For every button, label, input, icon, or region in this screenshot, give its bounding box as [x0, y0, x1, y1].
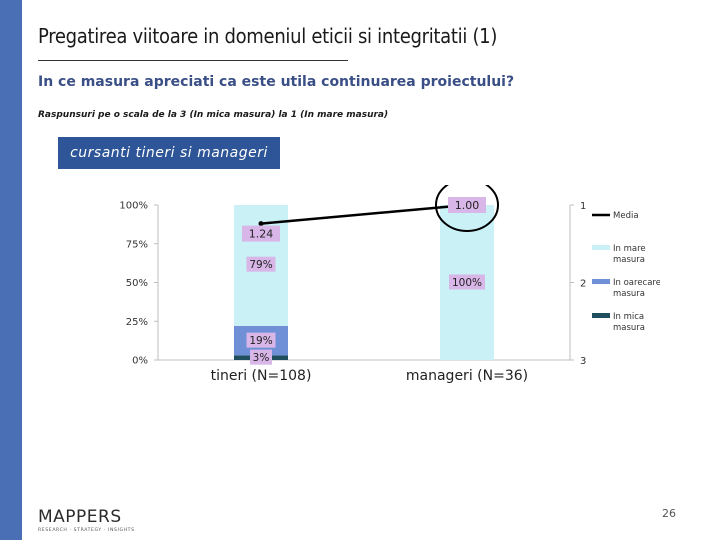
- legend-label: In oarecare masura: [613, 278, 660, 299]
- legend-label: In mare masura: [613, 244, 646, 265]
- y-tick-label-right: 3: [580, 356, 586, 367]
- data-label-box: [246, 256, 276, 272]
- slide-title: Pregatirea viitoare in domeniul eticii s…: [38, 24, 498, 48]
- media-label-box: [448, 197, 486, 213]
- y-tick-label-left: 50%: [126, 278, 148, 289]
- media-label: 1.00: [455, 199, 480, 212]
- y-tick-label-right: 2: [580, 279, 586, 290]
- data-label: 100%: [452, 277, 482, 289]
- stacked-bar-chart: 0% 25% 50% 75% 100% 1 2 3 3% 19% 79% 100% 1.24 1.00 ti…: [119, 185, 660, 384]
- scale-note: Raspunsuri pe o scala de la 3 (In mica m…: [38, 110, 389, 120]
- segment-label: cursanti tineri si manageri: [70, 145, 268, 161]
- legend-label: Media: [613, 211, 639, 221]
- survey-question: In ce masura apreciati ca este utila con…: [38, 74, 515, 90]
- category-label: tineri (N=108): [211, 368, 312, 384]
- logo-tagline: RESEARCH · STRATEGY · INSIGHTS: [38, 528, 135, 533]
- data-label: 3%: [253, 352, 270, 364]
- data-label-box: [250, 349, 272, 365]
- legend-swatch: [592, 313, 610, 318]
- highlight-ellipse: [435, 185, 499, 232]
- segment-label-box: cursanti tineri si manageri: [58, 137, 280, 169]
- legend-swatch: [592, 245, 610, 250]
- data-label: 79%: [249, 259, 272, 271]
- side-accent-bar: [0, 0, 22, 540]
- y-tick-label-left: 25%: [126, 317, 148, 328]
- legend-label: In mica masura: [613, 312, 645, 333]
- data-label-box: [246, 332, 276, 348]
- logo-wordmark: MAPPERS: [38, 507, 122, 527]
- media-label: 1.24: [249, 228, 274, 241]
- data-label-box: [449, 274, 485, 290]
- category-label: manageri (N=36): [406, 368, 528, 384]
- media-label-box: [242, 225, 280, 242]
- y-tick-label-left: 75%: [126, 239, 148, 250]
- title-underline: [38, 60, 348, 61]
- y-tick-label-left: 0%: [132, 356, 148, 367]
- legend-swatch: [592, 279, 610, 284]
- media-line: [260, 203, 468, 225]
- y-tick-label-right: 1: [580, 201, 586, 212]
- media-point: [258, 221, 264, 227]
- mappers-logo: MAPPERS RESEARCH · STRATEGY · INSIGHTS: [38, 507, 135, 533]
- y-tick-label-left: 100%: [119, 201, 148, 212]
- page-number: 26: [662, 507, 676, 520]
- data-label: 19%: [249, 335, 272, 347]
